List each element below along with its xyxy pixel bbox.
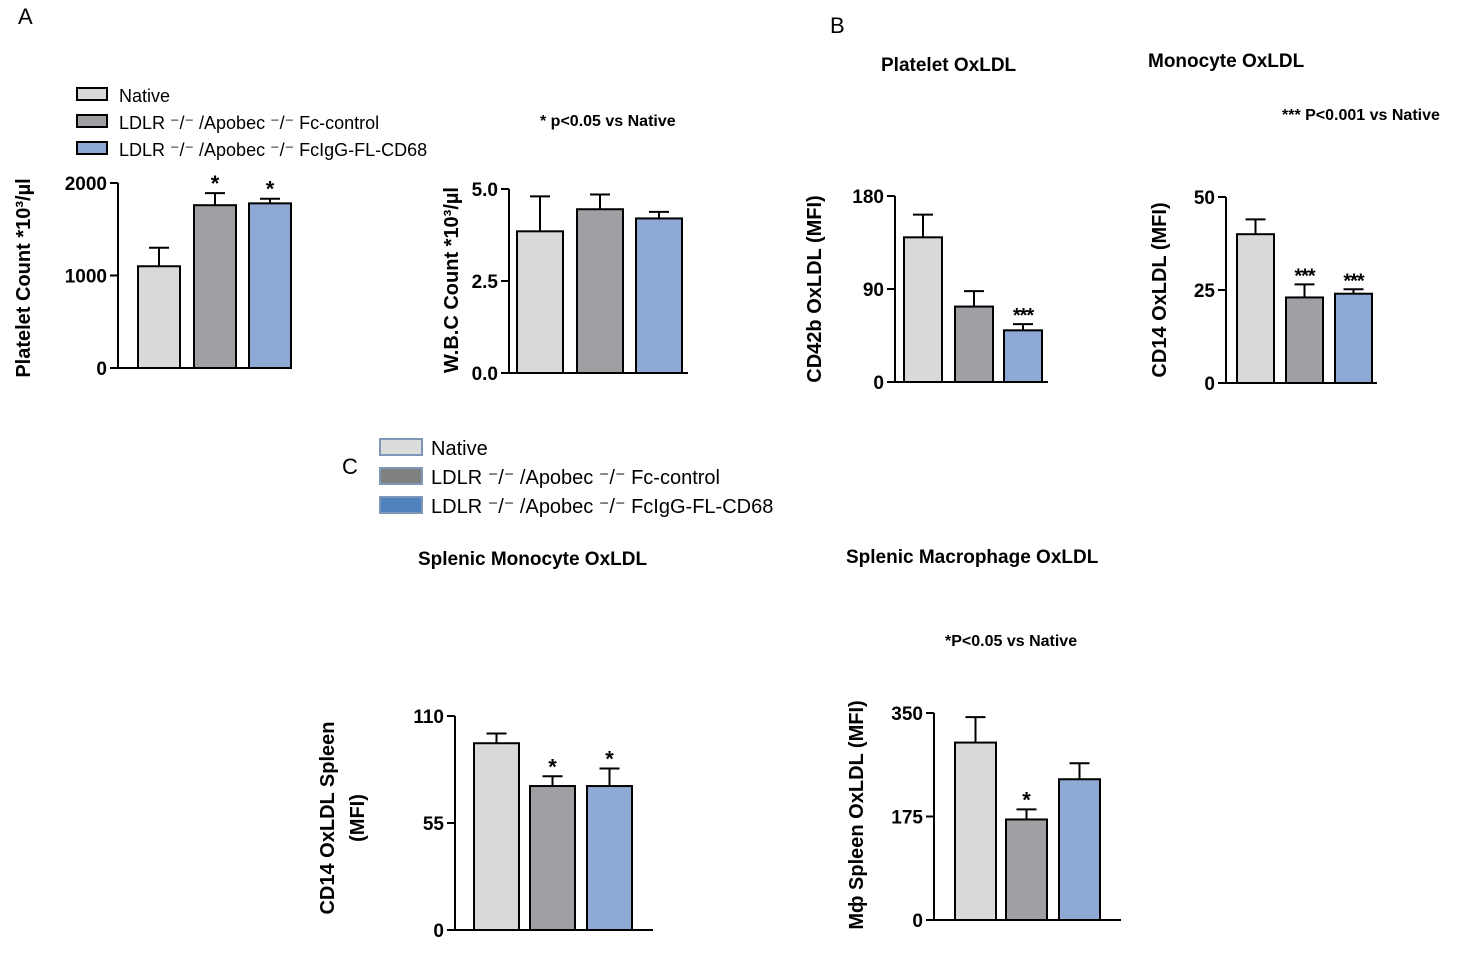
y-tick-label-0: 0 bbox=[433, 921, 444, 942]
significance-1: * bbox=[1022, 787, 1031, 812]
note-c: *P<0.05 vs Native bbox=[945, 633, 1077, 650]
legend-c-swatch-native bbox=[379, 438, 423, 456]
legend-a-label-fcigg: LDLR ⁻/⁻ /Apobec ⁻/⁻ FcIgG-FL-CD68 bbox=[119, 140, 427, 160]
y-tick-label-1: 1000 bbox=[65, 267, 107, 288]
y-axis-label-line-0: Mф Spleen OxLDL (MFI) bbox=[846, 700, 868, 929]
y-axis-label: CD14 OxLDL (MFI) bbox=[1149, 202, 1171, 377]
chart-splenic_monocyte: * * 0 55 110 CD14 OxLDL Spleen (MFI) bbox=[317, 707, 653, 942]
y-tick-label-1: 2.5 bbox=[472, 272, 499, 293]
title-monocyte-oxldl: Monocyte OxLDL bbox=[1148, 51, 1305, 72]
y-tick-label-2: 350 bbox=[891, 704, 923, 725]
bar-0 bbox=[1236, 233, 1275, 384]
chart-splenic_macrophage: * 0 175 350 Mф Spleen OxLDL (MFI) bbox=[846, 700, 1121, 932]
title-splenic-macrophage: Splenic Macrophage OxLDL bbox=[846, 547, 1099, 568]
chart-platelet_count: * * 0 1000 2000 Platelet Count *10³/µl bbox=[13, 171, 292, 380]
y-axis-label: W.B.C Count *10³/µl bbox=[441, 187, 463, 373]
panel-label-a: A bbox=[18, 4, 33, 29]
significance-1: *** bbox=[1294, 265, 1316, 287]
significance-2: *** bbox=[1343, 270, 1365, 292]
y-tick-label-2: 5.0 bbox=[472, 180, 498, 201]
y-tick-label-0: 0 bbox=[96, 359, 107, 380]
y-axis-label-line-0: W.B.C Count *10³/µl bbox=[441, 187, 463, 373]
charts: * * 0 1000 2000 Platelet Count *10³/µl 0.0 2.5 5… bbox=[13, 171, 1377, 942]
bar-2 bbox=[1334, 292, 1373, 384]
y-tick-label-0: 0 bbox=[912, 911, 923, 932]
note-b: *** P<0.001 vs Native bbox=[1282, 107, 1440, 124]
bar-1 bbox=[529, 785, 576, 932]
significance-1: * bbox=[548, 754, 557, 779]
y-axis-label-line-1: (MFI) bbox=[347, 794, 369, 842]
legend-c-swatch-fcigg bbox=[379, 496, 423, 514]
bar-1 bbox=[1005, 818, 1048, 922]
y-tick-label-2: 180 bbox=[852, 187, 884, 208]
bar-0 bbox=[903, 236, 943, 383]
y-axis-label: Mф Spleen OxLDL (MFI) bbox=[846, 700, 868, 929]
legend-a-label-fc-control: LDLR ⁻/⁻ /Apobec ⁻/⁻ Fc-control bbox=[119, 113, 379, 133]
legend-a: Native LDLR ⁻/⁻ /Apobec ⁻/⁻ Fc-control L… bbox=[76, 86, 427, 160]
legend-a-swatch-native bbox=[76, 87, 108, 101]
chart-platelet_oxldl: *** 0 90 180 CD42b OxLDL (MFI) bbox=[804, 187, 1048, 394]
legend-a-swatch-fcigg bbox=[76, 141, 108, 155]
bar-1 bbox=[954, 305, 994, 384]
bar-0 bbox=[954, 741, 997, 921]
y-tick-label-2: 50 bbox=[1194, 188, 1215, 209]
significance-1: * bbox=[211, 171, 220, 196]
significance-2: *** bbox=[1013, 305, 1035, 327]
panel-label-b: B bbox=[830, 13, 845, 38]
panel-label-c: C bbox=[342, 454, 358, 479]
bar-2 bbox=[248, 202, 292, 369]
y-axis-label: CD42b OxLDL (MFI) bbox=[804, 195, 826, 382]
y-tick-label-1: 25 bbox=[1194, 281, 1216, 302]
bar-2 bbox=[635, 217, 683, 374]
y-axis-label: CD14 OxLDL Spleen (MFI) bbox=[317, 721, 369, 914]
y-axis-label-line-0: CD14 OxLDL (MFI) bbox=[1149, 202, 1171, 377]
legend-c: Native LDLR ⁻/⁻ /Apobec ⁻/⁻ Fc-control L… bbox=[379, 438, 773, 518]
bar-1 bbox=[193, 204, 237, 369]
chart-monocyte_oxldl: *** *** 0 25 50 CD14 OxLDL (MFI) bbox=[1149, 188, 1377, 395]
note-a: * p<0.05 vs Native bbox=[540, 113, 676, 130]
y-axis-label-line-0: CD42b OxLDL (MFI) bbox=[804, 195, 826, 382]
y-tick-label-1: 175 bbox=[891, 808, 923, 829]
legend-c-swatch-fc-control bbox=[379, 467, 423, 485]
bar-0 bbox=[516, 230, 564, 374]
bar-0 bbox=[137, 265, 181, 369]
y-axis-label-line-0: CD14 OxLDL Spleen bbox=[317, 721, 339, 914]
legend-a-swatch-fc-control bbox=[76, 114, 108, 128]
y-tick-label-1: 55 bbox=[423, 814, 445, 835]
title-splenic-monocyte: Splenic Monocyte OxLDL bbox=[418, 549, 647, 570]
y-tick-label-0: 0 bbox=[873, 373, 884, 394]
legend-c-label-native: Native bbox=[431, 438, 488, 460]
y-tick-label-1: 90 bbox=[863, 280, 884, 301]
legend-c-label-fc-control: LDLR ⁻/⁻ /Apobec ⁻/⁻ Fc-control bbox=[431, 467, 720, 489]
y-tick-label-0: 0 bbox=[1204, 374, 1215, 395]
y-tick-label-2: 2000 bbox=[65, 174, 107, 195]
bar-1 bbox=[1285, 296, 1324, 384]
y-axis-label-line-0: Platelet Count *10³/µl bbox=[13, 178, 35, 377]
legend-a-label-native: Native bbox=[119, 86, 170, 106]
significance-2: * bbox=[605, 747, 614, 772]
bar-1 bbox=[576, 208, 624, 374]
y-tick-label-0: 0.0 bbox=[472, 364, 498, 385]
chart-wbc_count: 0.0 2.5 5.0 W.B.C Count *10³/µl bbox=[441, 180, 688, 385]
title-platelet-oxldl: Platelet OxLDL bbox=[881, 55, 1017, 76]
y-tick-label-2: 110 bbox=[413, 707, 444, 728]
bar-0 bbox=[473, 742, 520, 932]
bar-2 bbox=[1058, 778, 1101, 921]
y-axis-label: Platelet Count *10³/µl bbox=[13, 178, 35, 377]
significance-2: * bbox=[266, 177, 275, 202]
bar-2 bbox=[1003, 329, 1043, 384]
bar-2 bbox=[586, 785, 633, 932]
legend-c-label-fcigg: LDLR ⁻/⁻ /Apobec ⁻/⁻ FcIgG-FL-CD68 bbox=[431, 496, 773, 518]
